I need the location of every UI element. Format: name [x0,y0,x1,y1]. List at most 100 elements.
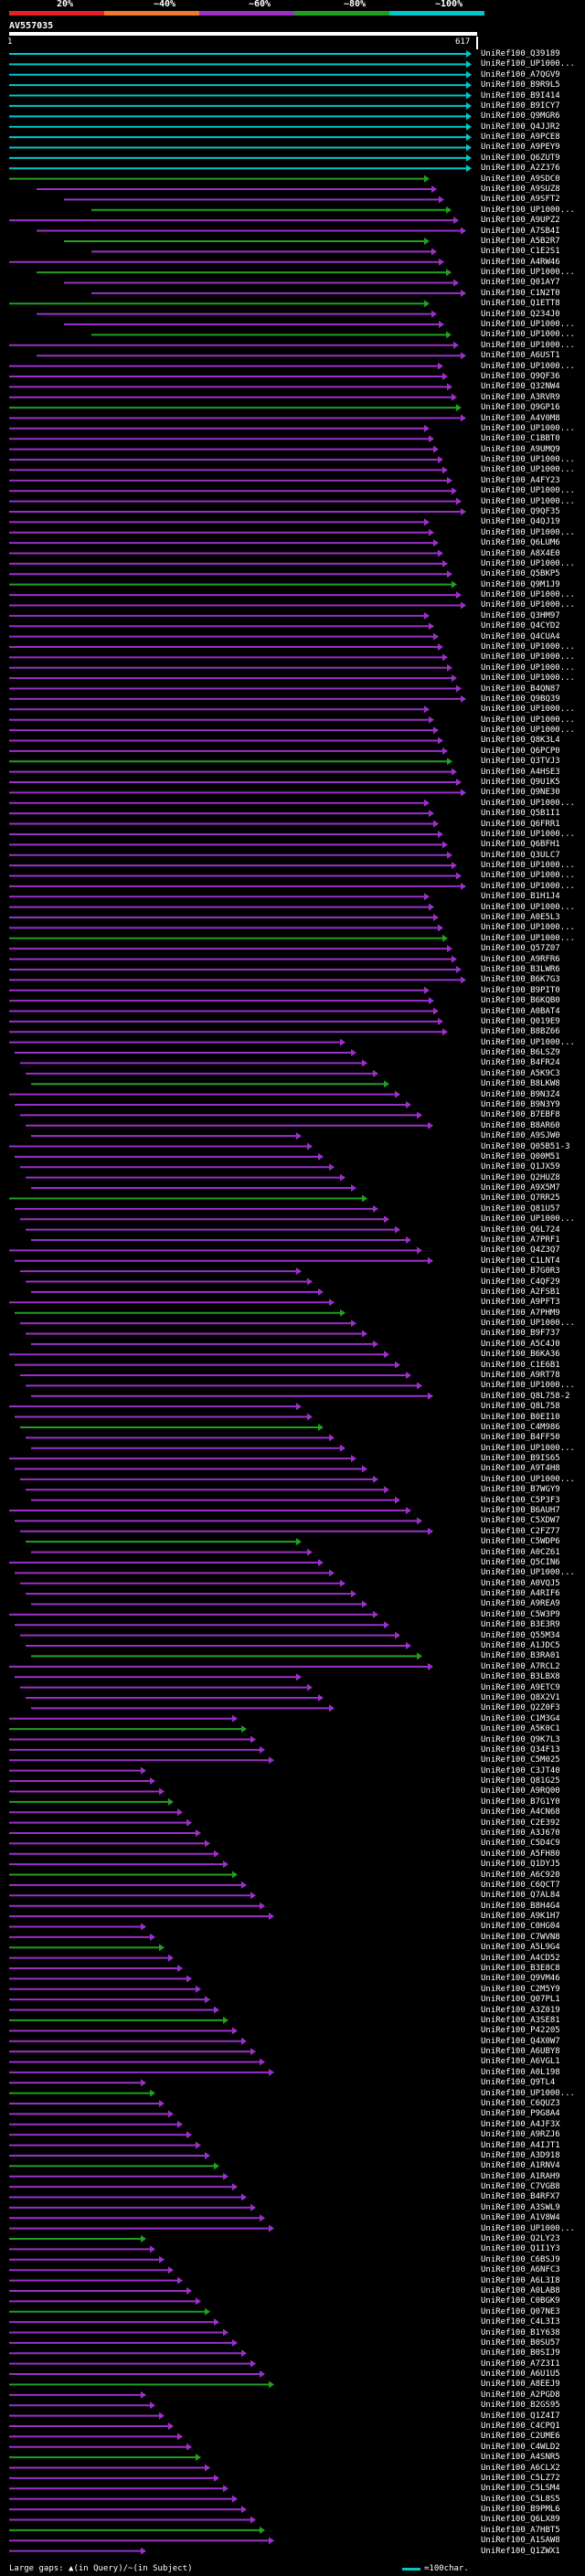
hit-label[interactable]: UniRef100_B2GS95 [481,2401,560,2411]
hit-label[interactable]: UniRef100_C1E6B1 [481,1360,560,1370]
hit-label[interactable]: UniRef100_A0E5L3 [481,913,560,923]
hit-label[interactable]: UniRef100_C4M986 [481,1422,560,1432]
hit-label[interactable]: UniRef100_UP1000... [481,1319,575,1329]
hit-label[interactable]: UniRef100_B8LKW8 [481,1079,560,1089]
hit-label[interactable]: UniRef100_Q019E9 [481,1016,560,1026]
hit-label[interactable]: UniRef100_UP1000... [481,340,575,350]
hit-label[interactable]: UniRef100_UP1000... [481,923,575,933]
hit-label[interactable]: UniRef100_A6U1U5 [481,2369,560,2380]
hit-label[interactable]: UniRef100_B9R9L5 [481,80,560,90]
hit-label[interactable]: UniRef100_A0BAT4 [481,1006,560,1016]
hit-label[interactable]: UniRef100_Q9GP16 [481,403,560,413]
hit-label[interactable]: UniRef100_C4L3I3 [481,2317,560,2327]
hit-label[interactable]: UniRef100_B8H4G4 [481,1901,560,1911]
hit-label[interactable]: UniRef100_B8BZ66 [481,1027,560,1037]
hit-label[interactable]: UniRef100_Q234J0 [481,309,560,319]
hit-label[interactable]: UniRef100_UP1000... [481,320,575,330]
hit-label[interactable]: UniRef100_A4CN68 [481,1807,560,1818]
hit-label[interactable]: UniRef100_Q6LUM6 [481,538,560,548]
hit-label[interactable]: UniRef100_B6K7G3 [481,975,560,985]
hit-label[interactable]: UniRef100_Q4X0W7 [481,2036,560,2046]
hit-label[interactable]: UniRef100_A1SAW8 [481,2536,560,2546]
hit-label[interactable]: UniRef100_A3J670 [481,1828,560,1838]
hit-label[interactable]: UniRef100_A9RZJ6 [481,2130,560,2140]
hit-label[interactable]: UniRef100_B3LWR6 [481,964,560,974]
hit-label[interactable]: UniRef100_Q07NE3 [481,2306,560,2316]
hit-label[interactable]: UniRef100_Q5B1I1 [481,809,560,819]
hit-label[interactable]: UniRef100_UP1000... [481,590,575,600]
hit-label[interactable]: UniRef100_A7RCL2 [481,1661,560,1671]
hit-label[interactable]: UniRef100_UP1000... [481,652,575,663]
hit-label[interactable]: UniRef100_UP1000... [481,1443,575,1453]
hit-label[interactable]: UniRef100_A1JDC5 [481,1641,560,1651]
hit-label[interactable]: UniRef100_A7PHM9 [481,1308,560,1318]
hit-label[interactable]: UniRef100_A9PFT3 [481,1298,560,1308]
hit-label[interactable]: UniRef100_Q07PL1 [481,1995,560,2005]
hit-label[interactable]: UniRef100_Q39189 [481,49,560,58]
hit-label[interactable]: UniRef100_UP1000... [481,496,575,506]
hit-label[interactable]: UniRef100_UP1000... [481,486,575,496]
hit-label[interactable]: UniRef100_UP1000... [481,423,575,433]
hit-label[interactable]: UniRef100_Q8K3L4 [481,736,560,746]
hit-label[interactable]: UniRef100_UP1000... [481,1037,575,1047]
hit-label[interactable]: UniRef100_A9SUZ8 [481,185,560,195]
hit-label[interactable]: UniRef100_A7SB4I [481,226,560,236]
hit-label[interactable]: UniRef100_Q57Z07 [481,944,560,954]
hit-label[interactable]: UniRef100_A6UST1 [481,351,560,361]
hit-label[interactable]: UniRef100_A5K0C1 [481,1724,560,1734]
hit-label[interactable]: UniRef100_C4QF29 [481,1277,560,1287]
hit-label[interactable]: UniRef100_A7QGV9 [481,69,560,80]
hit-label[interactable]: UniRef100_Q1JX59 [481,1162,560,1172]
hit-label[interactable]: UniRef100_A4HSE3 [481,767,560,777]
hit-label[interactable]: UniRef100_A5B2R7 [481,236,560,246]
hit-label[interactable]: UniRef100_A9K1H7 [481,1912,560,1922]
hit-label[interactable]: UniRef100_C0BGK9 [481,2296,560,2306]
hit-label[interactable]: UniRef100_A0VQJ5 [481,1578,560,1588]
hit-label[interactable]: UniRef100_A5FH80 [481,1849,560,1859]
hit-label[interactable]: UniRef100_Q3ULC7 [481,850,560,860]
hit-label[interactable]: UniRef100_A6VGL1 [481,2057,560,2067]
hit-label[interactable]: UniRef100_Q8X2V1 [481,1692,560,1702]
hit-label[interactable]: UniRef100_A9RQ00 [481,1786,560,1797]
hit-label[interactable]: UniRef100_B4RFX7 [481,2192,560,2202]
hit-label[interactable]: UniRef100_A4RIF6 [481,1589,560,1599]
hit-label[interactable]: UniRef100_UP1000... [481,829,575,839]
hit-label[interactable]: UniRef100_A4FY23 [481,475,560,485]
hit-label[interactable]: UniRef100_A9REA9 [481,1599,560,1609]
hit-label[interactable]: UniRef100_A2FSB1 [481,1287,560,1297]
hit-label[interactable]: UniRef100_A6C920 [481,1870,560,1880]
hit-label[interactable]: UniRef100_A1RAH9 [481,2171,560,2181]
hit-label[interactable]: UniRef100_Q34F13 [481,1744,560,1754]
hit-label[interactable]: UniRef100_Q9QF35 [481,506,560,516]
hit-label[interactable]: UniRef100_UP1000... [481,558,575,568]
hit-label[interactable]: UniRef100_UP1000... [481,726,575,736]
hit-label[interactable]: UniRef100_Q4Z3Q7 [481,1246,560,1256]
hit-label[interactable]: UniRef100_C1N2T0 [481,288,560,298]
hit-label[interactable]: UniRef100_UP1000... [481,59,575,69]
hit-label[interactable]: UniRef100_UP1000... [481,673,575,684]
hit-label[interactable]: UniRef100_A6L3I8 [481,2275,560,2285]
hit-label[interactable]: UniRef100_UP1000... [481,2223,575,2233]
hit-label[interactable]: UniRef100_Q55M34 [481,1630,560,1640]
hit-label[interactable]: UniRef100_C5WDP6 [481,1537,560,1547]
hit-label[interactable]: UniRef100_A9UMQ9 [481,444,560,454]
hit-label[interactable]: UniRef100_Q3TVJ3 [481,757,560,767]
hit-label[interactable]: UniRef100_UP1000... [481,902,575,912]
hit-label[interactable]: UniRef100_A0CZ61 [481,1547,560,1557]
hit-label[interactable]: UniRef100_UP1000... [481,933,575,943]
hit-label[interactable]: UniRef100_B1H1J4 [481,892,560,902]
hit-label[interactable]: UniRef100_C5W3P9 [481,1609,560,1619]
hit-label[interactable]: UniRef100_B1Y638 [481,2327,560,2337]
hit-label[interactable]: UniRef100_C5L8S5 [481,2494,560,2504]
hit-label[interactable]: UniRef100_UP1000... [481,361,575,371]
hit-label[interactable]: UniRef100_Q7AL84 [481,1891,560,1901]
hit-label[interactable]: UniRef100_UP1000... [481,268,575,278]
hit-label[interactable]: UniRef100_C5M025 [481,1755,560,1765]
hit-label[interactable]: UniRef100_A3SWL9 [481,2202,560,2212]
hit-label[interactable]: UniRef100_Q9TL4 [481,2078,556,2088]
hit-label[interactable]: UniRef100_A9RFR6 [481,954,560,964]
hit-label[interactable]: UniRef100_A6NFC3 [481,2265,560,2275]
hit-label[interactable]: UniRef100_A4SNR5 [481,2453,560,2463]
hit-label[interactable]: UniRef100_C1E2S1 [481,247,560,257]
hit-label[interactable]: UniRef100_UP1000... [481,705,575,715]
